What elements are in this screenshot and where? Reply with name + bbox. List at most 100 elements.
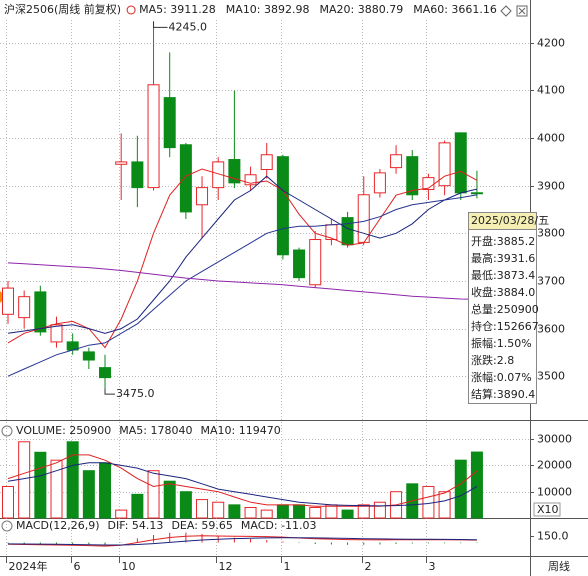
candle-body — [454, 132, 467, 194]
period-label: 周线 — [548, 559, 570, 573]
button-icon[interactable] — [516, 5, 528, 17]
candle-body — [34, 291, 47, 333]
ma-line — [7, 462, 478, 507]
unit-box — [533, 502, 561, 517]
volume-bar — [438, 491, 451, 519]
chart-title: 沪深2506(周线 前复权) — [4, 2, 121, 16]
candle-body — [390, 154, 403, 169]
candle-body — [179, 144, 192, 213]
candle-body — [309, 239, 322, 286]
y-tick-label: 3700 — [537, 275, 565, 288]
volume-bar — [34, 451, 47, 519]
unit-label: X10 — [537, 503, 559, 516]
y-tick-label: 3800 — [537, 227, 565, 240]
toolbar — [500, 5, 528, 17]
legend-label: DEA: 59.65 — [171, 519, 232, 532]
x-tick-label: 1 — [284, 560, 291, 573]
candle-body — [293, 249, 306, 279]
y-tick-label: 3500 — [537, 370, 565, 383]
candle-body — [357, 194, 370, 243]
candle-body — [82, 351, 95, 361]
ma-line — [7, 535, 477, 547]
volume-bar — [276, 504, 289, 519]
volume-bar — [260, 509, 273, 519]
volume-bar — [454, 459, 467, 519]
button-icon[interactable] — [500, 5, 512, 17]
volume-bar — [115, 509, 128, 519]
x-tick-label: 3 — [429, 560, 436, 573]
legend-label: MA60: 3661.16 — [413, 3, 497, 16]
candle-body — [438, 142, 451, 187]
tooltip-box — [468, 212, 537, 404]
high-label: 4245.0 — [169, 20, 208, 33]
candle-body — [244, 174, 257, 186]
volume-bar — [325, 504, 338, 519]
volume-bar — [163, 480, 176, 519]
candle-body — [50, 324, 63, 343]
candle-body — [196, 187, 209, 206]
y-tick-label: 4200 — [537, 37, 565, 50]
x-tick-label: 6 — [74, 560, 81, 573]
tooltip-row: 收盘:3884.0 — [471, 285, 535, 299]
y-tick-label: 3900 — [537, 180, 565, 193]
chart-title: MACD(12,26,9) — [16, 519, 100, 532]
ma-line — [7, 537, 477, 546]
candle-body — [406, 156, 419, 196]
y-tick-label: 4000 — [537, 132, 565, 145]
candle-body — [147, 84, 160, 189]
candle-body — [260, 154, 273, 171]
volume-bar — [212, 501, 225, 519]
y-tick-label: 3600 — [537, 323, 565, 336]
x-tick-label: 2 — [365, 560, 372, 573]
tooltip-row: 涨幅:0.07% — [471, 371, 532, 384]
volume-bar — [99, 462, 112, 519]
legend-label: MA10: 3892.98 — [226, 3, 310, 16]
volume-bar — [179, 491, 192, 519]
volume-bar — [422, 485, 435, 519]
volume-bar — [2, 485, 14, 519]
y-tick-label: 20000 — [537, 459, 572, 472]
legend-label: VOLUME: 250900 — [16, 424, 111, 437]
volume-bar — [196, 499, 209, 519]
tooltip-row: 总量:250900 — [471, 302, 539, 316]
ma-line — [7, 168, 478, 349]
tooltip-header — [468, 212, 537, 230]
x-tick-label: 12 — [219, 560, 233, 573]
y-tick-label: 10000 — [537, 486, 572, 499]
candle-body — [228, 159, 241, 184]
volume-bar — [341, 509, 354, 519]
candle-body — [163, 97, 176, 149]
candle-body — [2, 287, 14, 315]
candle-body — [276, 156, 289, 256]
volume-bar — [309, 506, 322, 519]
volume-bar — [147, 470, 160, 519]
volume-bar — [357, 504, 370, 519]
legend-label: MA20: 3880.79 — [320, 3, 404, 16]
x-tick-label: 2024年 — [9, 559, 48, 573]
tooltip-row: 结算:3890.4 — [471, 387, 535, 401]
volume-bar — [66, 441, 79, 519]
candle-body — [18, 296, 31, 319]
legend-label: MA5: 178040 — [119, 424, 192, 437]
volume-bar — [50, 459, 63, 519]
candle-body — [212, 161, 225, 189]
y-tick-label: 150.0 — [537, 530, 569, 543]
x-tick-label: 10 — [122, 560, 136, 573]
volume-bar — [131, 493, 144, 519]
y-tick-label: 4100 — [537, 84, 565, 97]
ma-line — [7, 175, 478, 334]
tooltip-row: 开盘:3885.2 — [471, 234, 535, 248]
candle-body — [470, 192, 483, 195]
tooltip-row: 持仓:152667 — [471, 319, 539, 333]
candle-body — [115, 161, 128, 165]
tooltip-title: 2025/03/28/五 — [471, 214, 549, 227]
ma-line — [7, 194, 477, 377]
volume-bar — [470, 451, 483, 519]
tooltip-row: 最低:3873.4 — [471, 269, 535, 282]
candle-body — [99, 367, 112, 379]
legend-label: MA10: 119470 — [200, 424, 280, 437]
legend-label: MACD: -11.03 — [241, 519, 317, 532]
annotation-line — [153, 21, 168, 28]
volume-bar — [293, 504, 306, 519]
